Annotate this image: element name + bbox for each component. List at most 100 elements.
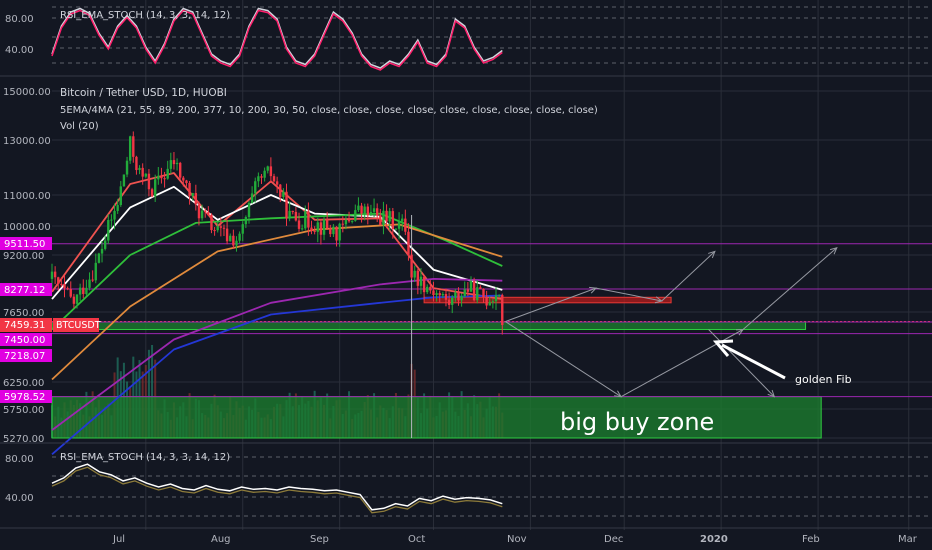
time-axis[interactable]: Jul Aug Sep Oct Nov Dec 2020 Feb Mar <box>112 534 918 545</box>
candle-body <box>401 218 404 222</box>
candle-body <box>372 208 376 212</box>
candle-body <box>157 175 160 180</box>
candle-body <box>329 228 332 235</box>
projection-arrowhead <box>708 250 716 259</box>
top-indicator-label[interactable]: RSI_EMA_STOCH (14, 3, 3, 14, 12) <box>60 10 230 21</box>
candle-body <box>319 222 323 235</box>
top-tick-40: 40.00 <box>5 45 34 56</box>
candle-body <box>297 220 301 229</box>
candle-body <box>229 235 232 242</box>
candle-body <box>188 182 191 196</box>
candle-body <box>363 206 366 214</box>
candle-body <box>388 211 391 222</box>
candle-body <box>119 186 122 206</box>
bottom-tick-80: 80.00 <box>5 454 34 465</box>
candle-body <box>122 174 126 187</box>
candle-body <box>438 293 441 296</box>
month-label: Mar <box>898 534 918 545</box>
candle-body <box>113 210 116 220</box>
candle-body <box>266 166 269 171</box>
candle-body <box>285 191 288 219</box>
price-tick: 13000.00 <box>3 136 51 147</box>
candle-body <box>169 160 173 169</box>
candle-body <box>232 235 235 246</box>
price-badge-last-text: 7459.31 <box>4 320 45 331</box>
candle-body <box>244 217 248 225</box>
candle-body <box>444 294 448 300</box>
candle-body <box>447 299 451 305</box>
candle-body <box>307 211 310 228</box>
candle-body <box>204 210 207 213</box>
candle-body <box>385 210 388 222</box>
candle-body <box>275 181 279 185</box>
candle-body <box>82 287 85 295</box>
candle-body <box>178 162 182 178</box>
volume-indicator-label[interactable]: Vol (20) <box>60 121 99 132</box>
candle-body <box>132 136 135 157</box>
oscillator-layer <box>51 7 503 514</box>
candle-body <box>479 287 482 289</box>
candle-body <box>294 211 298 221</box>
projection-arrowhead <box>767 389 776 398</box>
candle-body <box>454 292 457 298</box>
candle-body <box>75 294 79 304</box>
bottom-oscillator-line <box>51 463 503 511</box>
candle-body <box>210 214 213 231</box>
candle-body <box>394 228 398 230</box>
projection-line <box>505 287 597 323</box>
level-badge-7450-text: 7450.00 <box>4 335 45 346</box>
candle-body <box>94 262 97 281</box>
candle-body <box>225 228 229 242</box>
ma-indicator-label[interactable]: 5EMA/4MA (21, 55, 89, 200, 377, 10, 200,… <box>60 105 598 116</box>
candle-body <box>147 173 151 190</box>
candle-body <box>200 210 204 219</box>
candle-body <box>207 212 210 215</box>
candle-body <box>222 227 226 229</box>
candle-body <box>197 204 201 219</box>
level-badge-8277-text: 8277.12 <box>4 285 45 296</box>
candle-body <box>163 178 166 180</box>
top-tick-80: 80.00 <box>5 14 34 25</box>
price-tick: 6250.00 <box>3 378 44 389</box>
candle-body <box>269 166 273 177</box>
projection-line <box>595 287 662 302</box>
candle-body <box>175 162 179 165</box>
candle-body <box>419 276 423 286</box>
bottom-indicator-label[interactable]: RSI_EMA_STOCH (14, 3, 3, 14, 12) <box>60 452 230 463</box>
price-tick: 5270.00 <box>3 434 44 445</box>
candle-body <box>85 287 88 295</box>
candle-body <box>60 283 63 285</box>
bottom-tick-40: 40.00 <box>5 493 34 504</box>
price-axis[interactable]: 15000.00 13000.00 11000.00 10000.00 9200… <box>3 87 51 445</box>
candle-body <box>375 208 379 216</box>
candle-body <box>354 210 357 221</box>
symbol-badge-text: BTCUSDT <box>56 320 101 331</box>
candle-body <box>182 177 185 181</box>
candle-body <box>57 277 60 284</box>
symbol-title[interactable]: Bitcoin / Tether USD, 1D, HUOBI <box>60 87 227 99</box>
candle-body <box>272 176 276 182</box>
candle-body <box>241 224 244 234</box>
candle-body <box>160 175 163 179</box>
zone-fib-box <box>51 321 807 330</box>
level-badge-7218-text: 7218.07 <box>4 351 45 362</box>
level-badge-8277 <box>0 283 52 296</box>
month-label: 2020 <box>700 534 728 545</box>
candle-body <box>335 226 338 241</box>
candle-body <box>125 160 129 175</box>
candle-body <box>379 215 382 226</box>
candle-body <box>63 284 66 289</box>
candle-body <box>282 191 285 197</box>
price-tick: 5750.00 <box>3 405 44 416</box>
candle-body <box>491 301 495 303</box>
level-lines-layer <box>52 243 932 398</box>
level-badge-7218 <box>0 349 52 362</box>
moving-averages-layer <box>51 172 503 455</box>
candles-layer <box>50 131 504 335</box>
candle-body <box>279 184 282 197</box>
candle-body <box>53 271 57 278</box>
level-badge-7450 <box>0 333 52 346</box>
candle-body <box>135 156 138 171</box>
